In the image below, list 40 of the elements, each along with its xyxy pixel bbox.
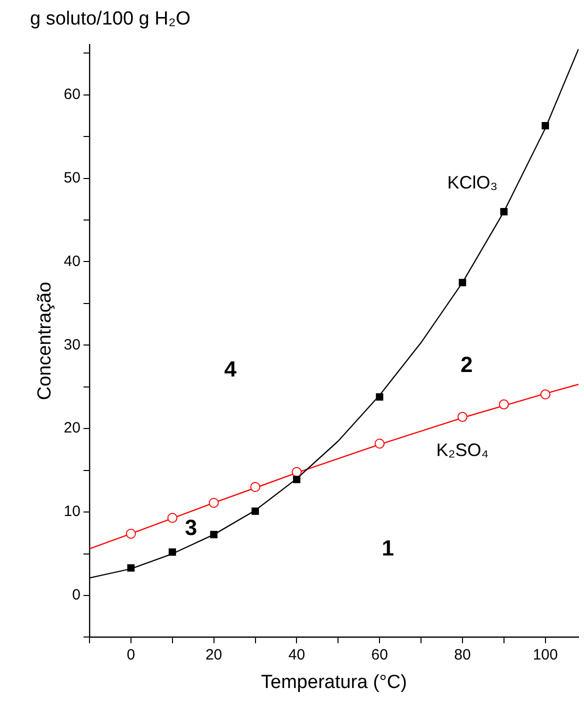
y-tick-label: 50 (64, 169, 80, 186)
y-tick-label: 0 (72, 586, 80, 604)
point (168, 548, 176, 556)
y-tick-label: 10 (64, 503, 80, 520)
point (293, 476, 300, 484)
point (457, 412, 468, 422)
y-tick-label: 40 (64, 252, 80, 270)
point (374, 438, 385, 449)
point (167, 512, 178, 523)
x-tick-label: 100 (532, 646, 558, 664)
y-tick-label: 60 (64, 86, 80, 104)
y-tick-label: 30 (64, 336, 80, 354)
point (500, 208, 508, 216)
annotation: 1 (382, 536, 394, 561)
point (540, 389, 550, 400)
x-tick-label: 80 (454, 646, 471, 664)
point (210, 530, 218, 538)
point (208, 498, 219, 508)
series-label: K₂SO₄ (436, 440, 489, 460)
y-axis-title: Concentração (34, 282, 56, 400)
point (252, 508, 259, 515)
x-tick-label: 60 (371, 646, 388, 664)
y-tick-label: 20 (64, 420, 80, 437)
x-tick-label: 0 (126, 646, 136, 664)
x-tick-label: 20 (205, 646, 222, 664)
chart-title: g soluto/100 g H₂O (30, 8, 191, 30)
x-tick-label: 40 (288, 646, 306, 664)
x-axis-title: Temperatura (°C) (261, 672, 407, 693)
annotation: 2 (460, 352, 473, 378)
point (126, 528, 136, 539)
point (458, 278, 466, 286)
point (498, 399, 509, 410)
point (292, 466, 302, 477)
annotation: 4 (224, 356, 238, 382)
point (542, 122, 550, 130)
series-label: KClO₃ (447, 172, 498, 193)
annotation: 3 (184, 514, 198, 540)
point (376, 393, 384, 401)
point (250, 482, 260, 492)
point (127, 564, 135, 572)
